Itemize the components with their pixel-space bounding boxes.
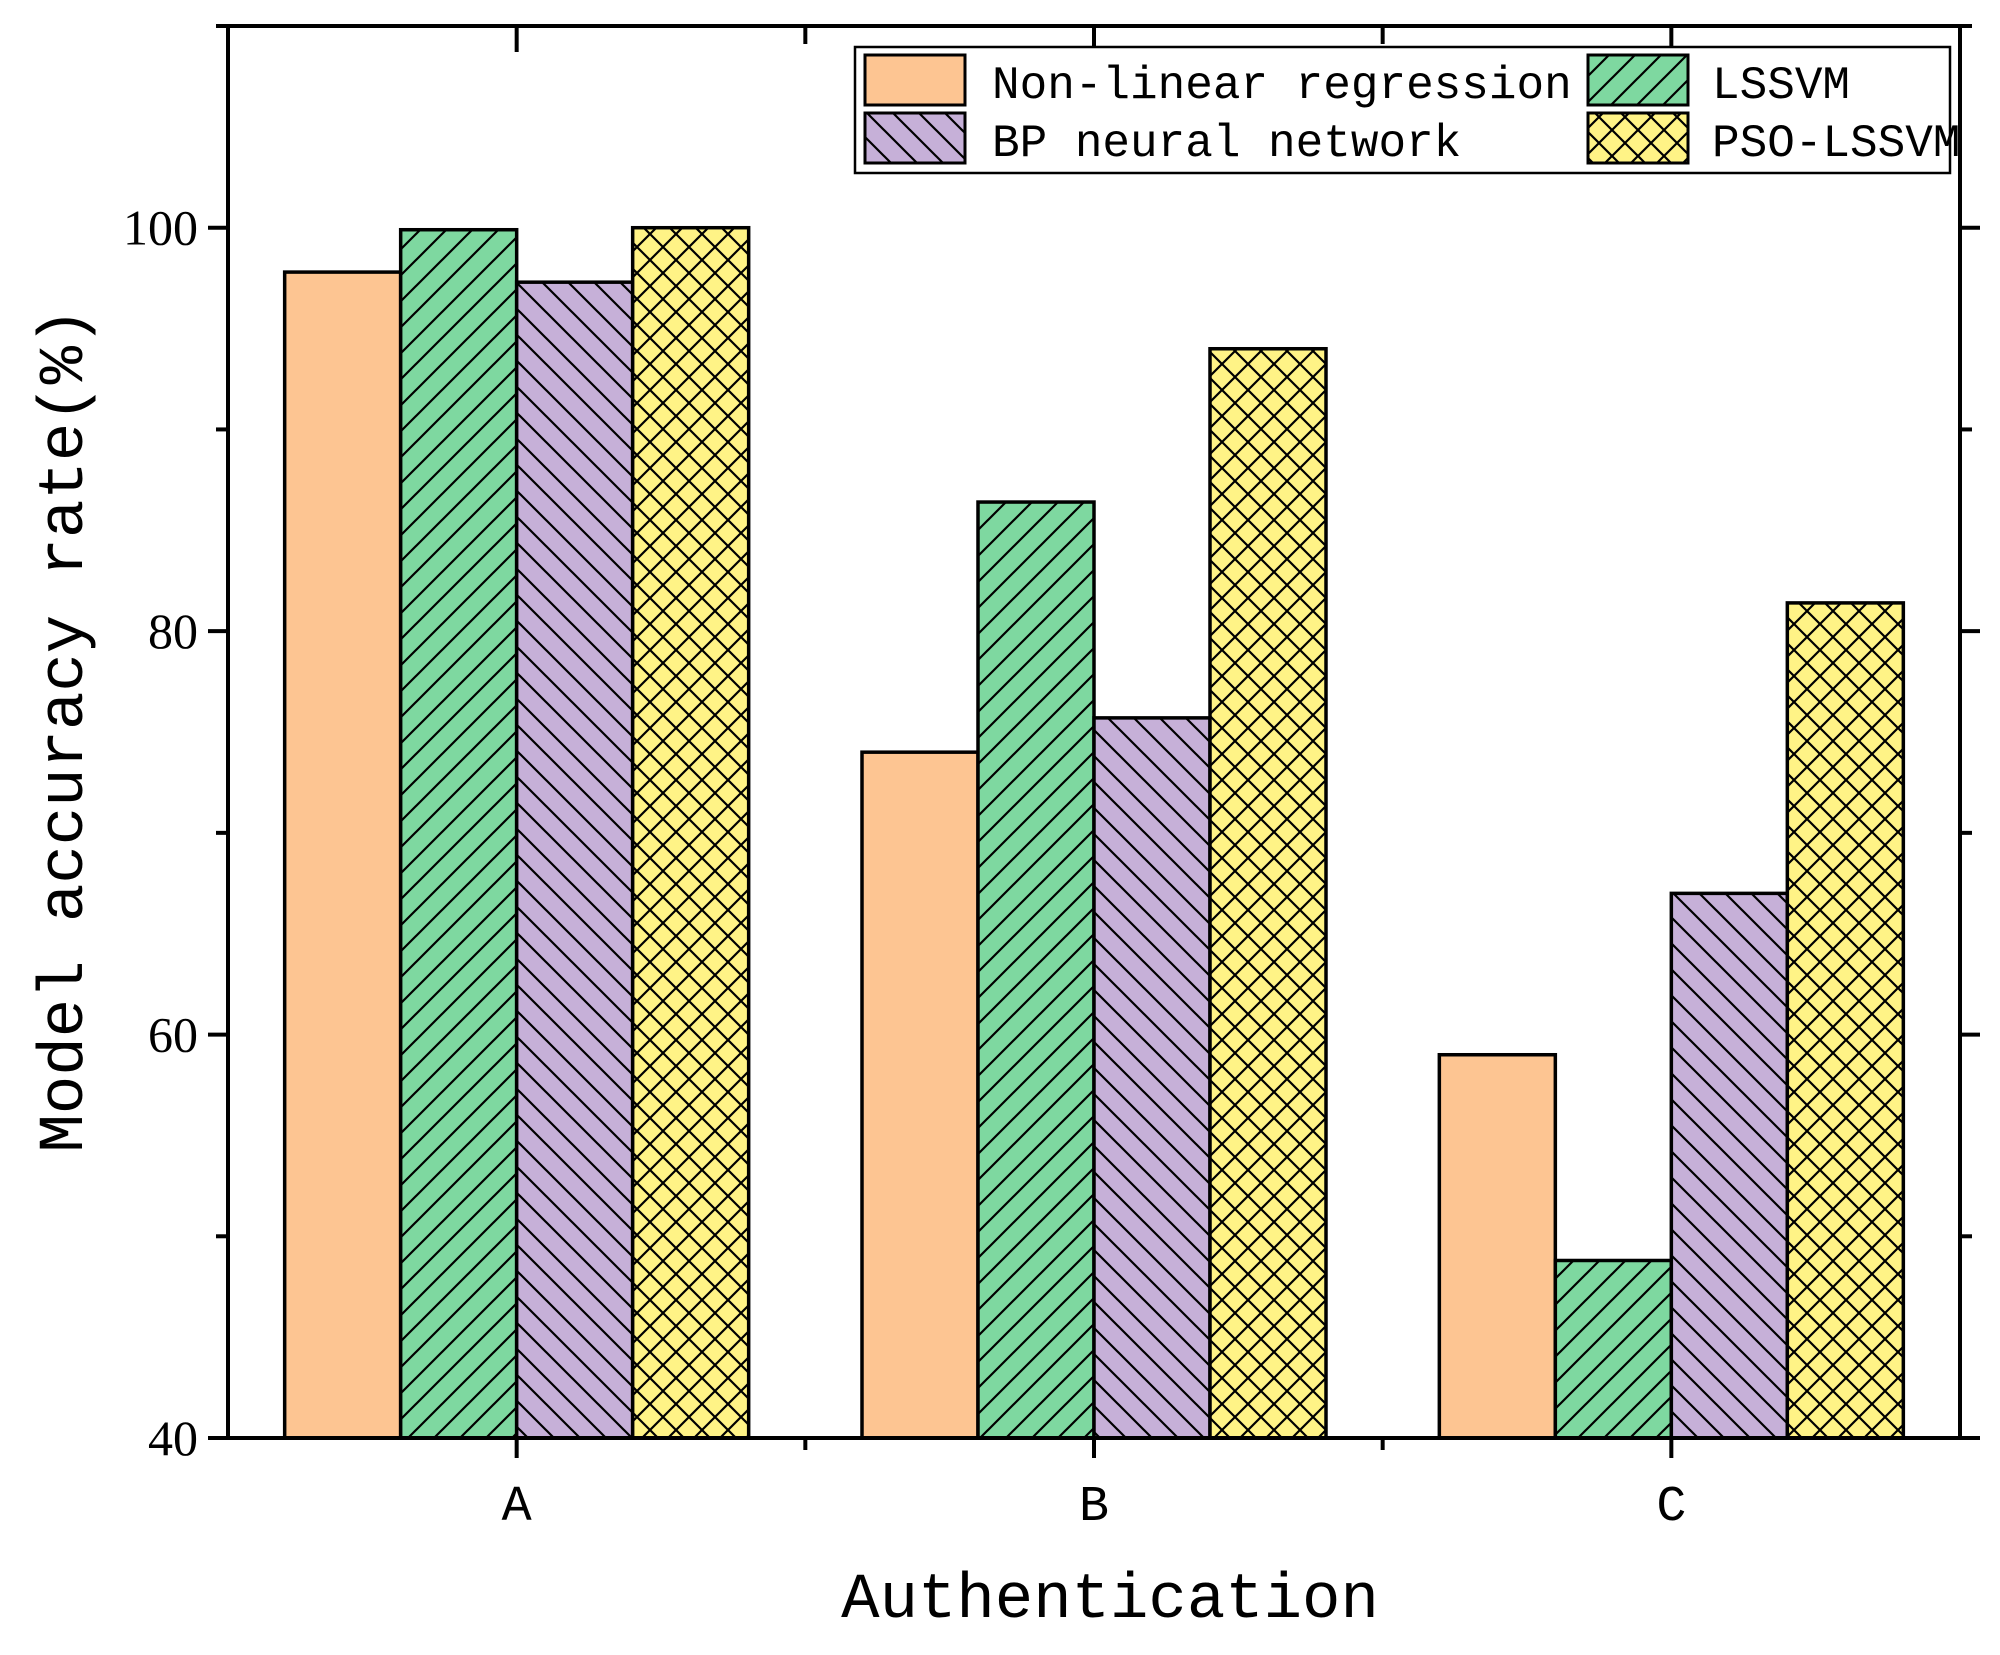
legend-swatch-hatch bbox=[1588, 113, 1688, 163]
bar-hatch bbox=[1210, 348, 1326, 1438]
bar-B-non-linear-regression bbox=[860, 750, 980, 1440]
bar-hatch bbox=[1094, 717, 1210, 1438]
bar-hatch bbox=[400, 229, 517, 1438]
bar-A-bp-neural-network bbox=[514, 280, 635, 1440]
legend-swatch-outline bbox=[863, 53, 967, 107]
labels-layer: Authentication Model accuracy rate(%) 40… bbox=[30, 200, 1686, 1637]
y-tick-label: 80 bbox=[148, 603, 198, 659]
x-tick-label-A: A bbox=[502, 1479, 532, 1536]
legend-item-non-linear-regression: Non-linear regression bbox=[863, 53, 1572, 112]
x-axis-title: Authentication bbox=[841, 1565, 1379, 1637]
legend-label: Non-linear regression bbox=[992, 60, 1572, 112]
y-tick-label: 100 bbox=[123, 200, 198, 256]
bar-hatch bbox=[1555, 1260, 1672, 1438]
y-axis-title: Model accuracy rate(%) bbox=[30, 308, 102, 1153]
legend-swatch-outline bbox=[863, 111, 967, 165]
x-tick-label-C: C bbox=[1656, 1479, 1686, 1536]
legend-box bbox=[853, 45, 1952, 175]
legend-swatch-hatch bbox=[1588, 55, 1688, 105]
bar-A-lssvm bbox=[398, 227, 519, 1440]
bar-B-pso-lssvm bbox=[1208, 346, 1328, 1440]
legend-item-bp-neural-network: BP neural network bbox=[863, 111, 1461, 170]
legend-item-lssvm: LSSVM bbox=[1586, 53, 1850, 112]
legend-label: BP neural network bbox=[992, 118, 1461, 170]
bar-fill bbox=[284, 272, 401, 1438]
bar-hatch bbox=[1787, 602, 1904, 1438]
x-tick-label-B: B bbox=[1079, 1479, 1109, 1536]
bars-layer bbox=[282, 225, 1906, 1440]
legend-swatch-hatch bbox=[865, 113, 965, 163]
bar-C-pso-lssvm bbox=[1785, 601, 1906, 1440]
bar-C-lssvm bbox=[1553, 1258, 1674, 1440]
bar-C-bp-neural-network bbox=[1669, 891, 1790, 1440]
y-tick-label: 40 bbox=[148, 1410, 198, 1466]
legend-swatch-outline bbox=[1586, 53, 1690, 107]
bar-B-lssvm bbox=[976, 500, 1096, 1440]
bar-A-pso-lssvm bbox=[630, 225, 751, 1440]
bar-hatch bbox=[516, 282, 633, 1439]
legend-label: LSSVM bbox=[1712, 60, 1850, 112]
bar-hatch bbox=[978, 502, 1094, 1438]
legend-label: PSO-LSSVM bbox=[1712, 118, 1960, 170]
legend-swatch-fill bbox=[865, 55, 965, 105]
y-tick-label: 60 bbox=[148, 1007, 198, 1063]
bar-A-non-linear-regression bbox=[282, 270, 403, 1440]
legend-item-pso-lssvm: PSO-LSSVM bbox=[1586, 111, 1960, 170]
bar-B-bp-neural-network bbox=[1092, 716, 1212, 1440]
axes-layer bbox=[208, 24, 1980, 1458]
bar-C-non-linear-regression bbox=[1437, 1052, 1558, 1440]
bar-hatch bbox=[1671, 893, 1788, 1438]
legend: Non-linear regression LSSVM BP neural netw… bbox=[853, 45, 1960, 175]
bar-fill bbox=[862, 752, 978, 1438]
bar-fill bbox=[1439, 1054, 1556, 1438]
bar-hatch bbox=[632, 227, 749, 1439]
legend-swatch-outline bbox=[1586, 111, 1690, 165]
